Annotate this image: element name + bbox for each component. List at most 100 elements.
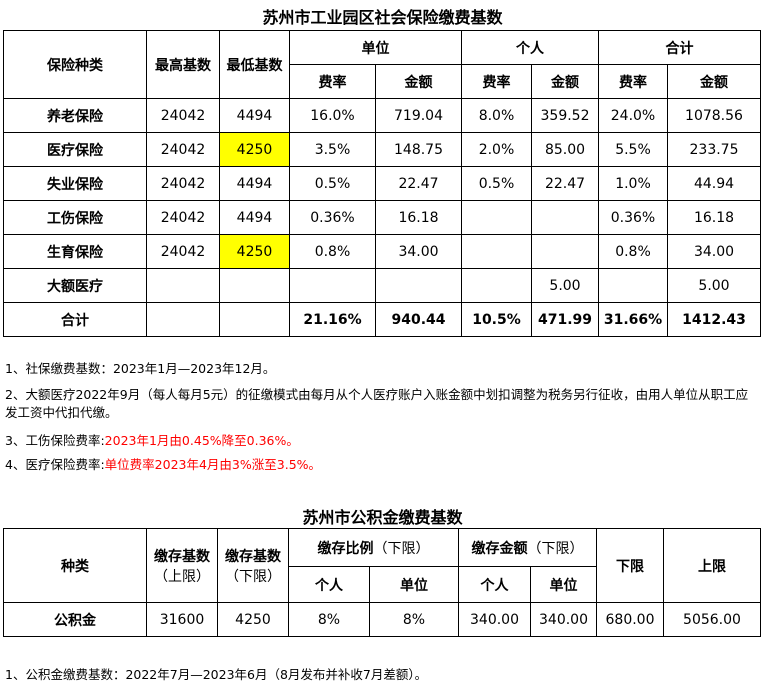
housing-fund-title: 苏州市公积金缴费基数 xyxy=(302,508,463,527)
note-3: 3、工伤保险费率:2023年1月由0.45%降至0.36%。 xyxy=(5,432,299,450)
hf-header-base-upper: 缴存基数 （上限） xyxy=(146,528,218,603)
personal-rate xyxy=(461,234,532,269)
header-personal-amount: 金额 xyxy=(531,64,599,99)
housing-fund-note-1: 1、公积金缴费基数：2022年7月—2023年6月（8月发布并补收7月差额）。 xyxy=(5,667,428,682)
employer-rate: 0.36% xyxy=(289,200,376,235)
employer-amount xyxy=(375,268,462,303)
employer-rate xyxy=(289,268,376,303)
hf-header-amount: 缴存金额（下限） xyxy=(458,528,597,567)
employer-rate: 3.5% xyxy=(289,132,376,167)
header-personal: 个人 xyxy=(461,30,599,65)
hf-header-base-upper-line2: （上限） xyxy=(154,568,210,585)
header-min-base: 最低基数 xyxy=(219,30,290,99)
hf-header-base-lower-line2: （下限） xyxy=(225,568,281,585)
header-employer: 单位 xyxy=(289,30,462,65)
total-personal-rate: 10.5% xyxy=(461,302,532,337)
personal-rate xyxy=(461,200,532,235)
total-rate: 1.0% xyxy=(598,166,668,201)
total-total-amount: 1412.43 xyxy=(667,302,761,337)
hf-ratio-employer: 8% xyxy=(369,602,459,637)
table-row: 养老保险 24042 4494 16.0% 719.04 8.0% 359.52… xyxy=(3,98,761,133)
employer-rate: 0.8% xyxy=(289,234,376,269)
personal-rate: 0.5% xyxy=(461,166,532,201)
table-row: 大额医疗 5.00 5.00 xyxy=(3,268,761,303)
personal-amount: 22.47 xyxy=(531,166,599,201)
note-4-prefix: 4、医疗保险费率: xyxy=(5,457,105,472)
note-3-prefix: 3、工伤保险费率: xyxy=(5,433,105,448)
employer-amount: 148.75 xyxy=(375,132,462,167)
row-name: 大额医疗 xyxy=(3,268,147,303)
social-insurance-title: 苏州市工业园区社会保险缴费基数 xyxy=(262,8,503,27)
employer-amount: 16.18 xyxy=(375,200,462,235)
total-amount: 233.75 xyxy=(667,132,761,167)
housing-fund-table: 种类 缴存基数 （上限） 缴存基数 （下限） 缴存比例（下限） 缴存金额（下限） 下… xyxy=(3,528,761,637)
total-rate: 5.5% xyxy=(598,132,668,167)
max-base: 24042 xyxy=(146,98,220,133)
employer-amount: 22.47 xyxy=(375,166,462,201)
total-amount: 34.00 xyxy=(667,234,761,269)
min-base: 4494 xyxy=(219,166,290,201)
row-name: 医疗保险 xyxy=(3,132,147,167)
hf-row-name: 公积金 xyxy=(3,602,147,637)
max-base xyxy=(146,268,220,303)
header-total-amount: 金额 xyxy=(667,64,761,99)
hf-base-upper: 31600 xyxy=(146,602,218,637)
total-label: 合计 xyxy=(3,302,147,337)
hf-header-base-lower: 缴存基数 （下限） xyxy=(217,528,289,603)
min-base: 4494 xyxy=(219,200,290,235)
max-base: 24042 xyxy=(146,234,220,269)
hf-header-type: 种类 xyxy=(3,528,147,603)
employer-amount: 719.04 xyxy=(375,98,462,133)
employer-amount: 34.00 xyxy=(375,234,462,269)
personal-amount xyxy=(531,200,599,235)
min-base-highlighted: 4250 xyxy=(219,234,290,269)
hf-header-amount-sub: （下限） xyxy=(527,540,584,557)
table-row: 生育保险 24042 4250 0.8% 34.00 0.8% 34.00 xyxy=(3,234,761,269)
total-amount: 1078.56 xyxy=(667,98,761,133)
personal-rate: 2.0% xyxy=(461,132,532,167)
total-rate: 24.0% xyxy=(598,98,668,133)
personal-rate: 8.0% xyxy=(461,98,532,133)
table-row: 失业保险 24042 4494 0.5% 22.47 0.5% 22.47 1.… xyxy=(3,166,761,201)
hf-amount-employer: 340.00 xyxy=(530,602,597,637)
hf-header-amount-personal: 个人 xyxy=(458,566,531,603)
social-insurance-table: 保险种类 最高基数 最低基数 单位 个人 合计 费率 金额 费率 金额 费率 金… xyxy=(3,30,761,337)
row-name: 工伤保险 xyxy=(3,200,147,235)
header-total-rate: 费率 xyxy=(598,64,668,99)
header-employer-rate: 费率 xyxy=(289,64,376,99)
employer-rate: 0.5% xyxy=(289,166,376,201)
row-name: 生育保险 xyxy=(3,234,147,269)
hf-header-ratio: 缴存比例（下限） xyxy=(288,528,459,567)
hf-header-ratio-employer: 单位 xyxy=(369,566,459,603)
empty-cell xyxy=(146,302,220,337)
total-total-rate: 31.66% xyxy=(598,302,668,337)
header-max-base: 最高基数 xyxy=(146,30,220,99)
min-base xyxy=(219,268,290,303)
total-amount: 5.00 xyxy=(667,268,761,303)
hf-ratio-personal: 8% xyxy=(288,602,370,637)
table-row: 公积金 31600 4250 8% 8% 340.00 340.00 680.0… xyxy=(3,602,761,637)
hf-header-upper: 上限 xyxy=(663,528,761,603)
min-base: 4494 xyxy=(219,98,290,133)
total-employer-rate: 21.16% xyxy=(289,302,376,337)
total-amount: 16.18 xyxy=(667,200,761,235)
note-1: 1、社保缴费基数：2023年1月—2023年12月。 xyxy=(5,361,276,376)
max-base: 24042 xyxy=(146,166,220,201)
hf-amount-personal: 340.00 xyxy=(458,602,531,637)
header-type: 保险种类 xyxy=(3,30,147,99)
note-4-highlight: 单位费率2023年4月由3%涨至3.5%。 xyxy=(104,457,322,472)
row-name: 失业保险 xyxy=(3,166,147,201)
total-rate: 0.8% xyxy=(598,234,668,269)
total-row: 合计 21.16% 940.44 10.5% 471.99 31.66% 141… xyxy=(3,302,761,337)
header-employer-amount: 金额 xyxy=(375,64,462,99)
hf-header-ratio-label: 缴存比例 xyxy=(317,540,374,557)
row-name: 养老保险 xyxy=(3,98,147,133)
header-total: 合计 xyxy=(598,30,761,65)
hf-header-lower: 下限 xyxy=(596,528,664,603)
header-personal-rate: 费率 xyxy=(461,64,532,99)
personal-rate xyxy=(461,268,532,303)
hf-header-ratio-sub: （下限） xyxy=(373,540,430,557)
note-2: 2、大额医疗2022年9月（每人每月5元）的征缴模式由每月从个人医疗账户入账金额… xyxy=(5,387,749,420)
min-base-highlighted: 4250 xyxy=(219,132,290,167)
hf-header-base-lower-line1: 缴存基数 xyxy=(225,548,281,565)
